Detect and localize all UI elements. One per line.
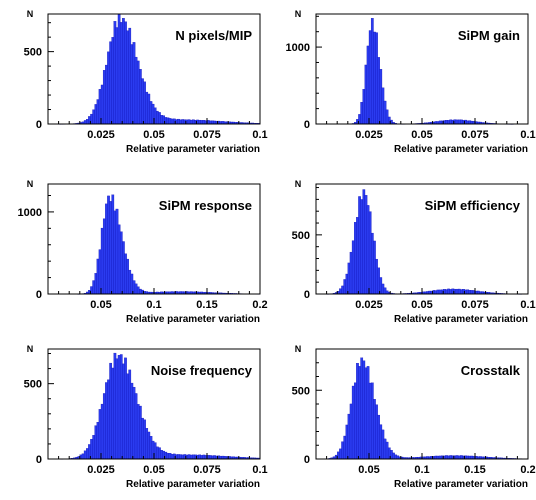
x-tick-label: 0.05	[358, 464, 379, 476]
x-tick-label: 0.1	[252, 464, 267, 476]
x-tick-label: 0.025	[87, 464, 115, 476]
y-zero-label: 0	[36, 119, 42, 131]
histogram-panel: 0.025 0.05 0.075 0.1 500 0 N Relative parameter…	[0, 0, 268, 165]
x-tick-label: 0.15	[464, 464, 485, 476]
x-tick-label: 0.05	[411, 129, 432, 141]
y-tick-label: 1000	[18, 207, 42, 219]
histogram-svg: 0.025 0.05 0.075 0.1 500 0 N Relative parameter…	[292, 179, 536, 325]
x-tick-label: 0.05	[90, 299, 111, 311]
y-axis-label: N	[295, 179, 302, 189]
panel-title: SiPM gain	[458, 28, 520, 43]
y-tick-label: 500	[292, 230, 310, 242]
x-tick-label: 0.1	[252, 129, 267, 141]
x-tick-label: 0.2	[520, 464, 535, 476]
histogram-panel: 0.025 0.05 0.075 0.1 500 0 N Relative parameter…	[0, 335, 268, 500]
x-tick-label: 0.2	[252, 299, 267, 311]
x-tick-label: 0.075	[461, 299, 489, 311]
y-axis-label: N	[295, 9, 302, 19]
x-tick-label: 0.1	[146, 299, 161, 311]
y-zero-label: 0	[304, 454, 310, 466]
panel-title: SiPM efficiency	[425, 198, 521, 213]
histogram-panel: 0.05 0.1 0.15 0.2 1000 0 N Relative parameter v…	[0, 170, 268, 335]
y-axis-label: N	[27, 344, 34, 354]
x-tick-label: 0.1	[520, 299, 535, 311]
panel-title: Crosstalk	[461, 363, 521, 378]
y-zero-label: 0	[304, 119, 310, 131]
x-axis-label: Relative parameter variation	[126, 479, 260, 490]
histogram-svg: 0.025 0.05 0.075 0.1 500 0 N Relative parameter…	[24, 9, 268, 155]
x-tick-label: 0.075	[193, 129, 221, 141]
y-tick-label: 1000	[286, 42, 310, 54]
y-axis-label: N	[27, 179, 34, 189]
x-tick-label: 0.1	[520, 129, 535, 141]
x-tick-label: 0.075	[461, 129, 489, 141]
histogram-panel: 0.025 0.05 0.075 0.1 500 0 N Relative parameter…	[268, 170, 536, 335]
x-tick-label: 0.025	[355, 299, 383, 311]
y-axis-label: N	[27, 9, 34, 19]
histogram-svg: 0.025 0.05 0.075 0.1 1000 0 N Relative paramete…	[286, 9, 536, 155]
x-tick-label: 0.1	[414, 464, 429, 476]
histogram-svg: 0.025 0.05 0.075 0.1 500 0 N Relative parameter…	[24, 344, 268, 490]
x-tick-label: 0.025	[87, 129, 115, 141]
histogram-panel: 0.05 0.1 0.15 0.2 500 0 N Relative parameter va…	[268, 335, 536, 500]
histogram-svg: 0.05 0.1 0.15 0.2 500 0 N Relative parameter va…	[292, 344, 536, 490]
histogram-svg: 0.05 0.1 0.15 0.2 1000 0 N Relative parameter v…	[18, 179, 268, 325]
x-axis-label: Relative parameter variation	[394, 479, 528, 490]
x-axis-label: Relative parameter variation	[126, 144, 260, 155]
x-tick-label: 0.05	[143, 464, 164, 476]
y-tick-label: 500	[24, 47, 42, 59]
x-tick-label: 0.025	[355, 129, 383, 141]
x-axis-label: Relative parameter variation	[394, 144, 528, 155]
x-tick-label: 0.15	[196, 299, 217, 311]
x-axis-label: Relative parameter variation	[126, 314, 260, 325]
y-tick-label: 500	[292, 385, 310, 397]
y-zero-label: 0	[36, 454, 42, 466]
y-tick-label: 500	[24, 379, 42, 391]
x-axis-label: Relative parameter variation	[394, 314, 528, 325]
panel-title: SiPM response	[159, 198, 252, 213]
x-tick-label: 0.075	[193, 464, 221, 476]
x-tick-label: 0.05	[411, 299, 432, 311]
panel-title: N pixels/MIP	[175, 28, 252, 43]
y-axis-label: N	[295, 344, 302, 354]
y-zero-label: 0	[304, 289, 310, 301]
panel-title: Noise frequency	[151, 363, 253, 378]
y-zero-label: 0	[36, 289, 42, 301]
histogram-panel: 0.025 0.05 0.075 0.1 1000 0 N Relative paramete…	[268, 0, 536, 165]
x-tick-label: 0.05	[143, 129, 164, 141]
